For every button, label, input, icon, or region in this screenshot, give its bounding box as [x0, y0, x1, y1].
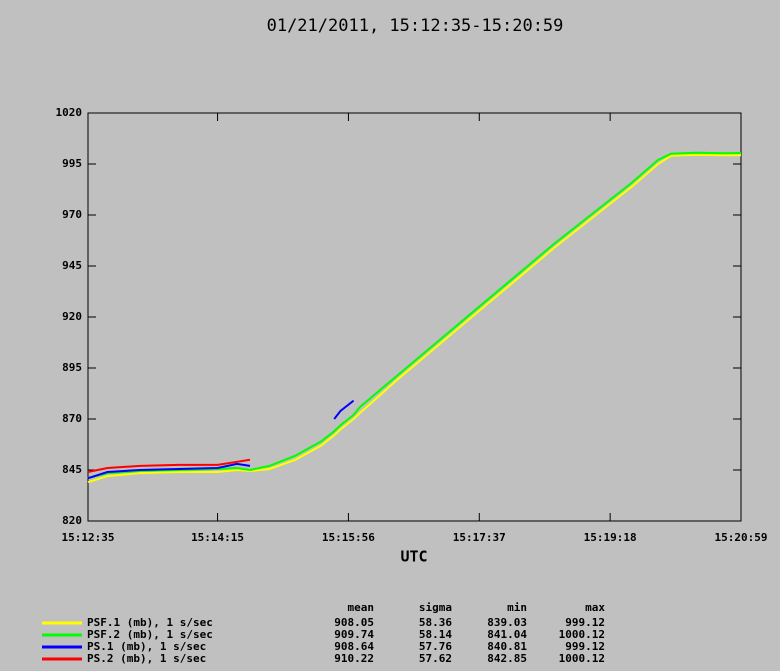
stats-cell: 999.12 — [565, 640, 605, 653]
y-tick-label: 820 — [62, 514, 82, 527]
stats-cell: 841.04 — [487, 628, 527, 641]
stats-cell: 1000.12 — [559, 652, 605, 665]
stats-cell: 58.36 — [419, 616, 452, 629]
stats-cell: 839.03 — [487, 616, 527, 629]
stats-cell: 908.05 — [334, 616, 374, 629]
y-tick-label: 970 — [62, 208, 82, 221]
legend-label: PS.1 (mb), 1 s/sec — [87, 640, 206, 653]
x-tick-label: 15:15:56 — [322, 531, 375, 544]
x-tick-label: 15:20:59 — [715, 531, 768, 544]
stats-cell: 57.62 — [419, 652, 452, 665]
stats-cell: 58.14 — [419, 628, 452, 641]
y-tick-label: 1020 — [56, 106, 83, 119]
stats-header: sigma — [419, 601, 452, 614]
legend-label: PS.2 (mb), 1 s/sec — [87, 652, 206, 665]
y-tick-label: 920 — [62, 310, 82, 323]
y-tick-label: 845 — [62, 463, 82, 476]
legend-label: PSF.1 (mb), 1 s/sec — [87, 616, 213, 629]
series-line — [87, 153, 741, 484]
stats-cell: 842.85 — [487, 652, 527, 665]
x-tick-label: 15:12:35 — [62, 531, 115, 544]
legend-label: PSF.2 (mb), 1 s/sec — [87, 628, 213, 641]
stats-cell: 1000.12 — [559, 628, 605, 641]
stats-cell: 999.12 — [565, 616, 605, 629]
y-tick-label: 895 — [62, 361, 82, 374]
series-line — [87, 151, 742, 480]
x-tick-label: 15:17:37 — [453, 531, 506, 544]
stats-cell: 909.74 — [334, 628, 374, 641]
stats-cell: 910.22 — [334, 652, 374, 665]
series-line — [87, 399, 355, 480]
stats-header: max — [585, 601, 605, 614]
y-tick-label: 870 — [62, 412, 82, 425]
chart-title: 01/21/2011, 15:12:35-15:20:59 — [267, 16, 564, 36]
x-tick-label: 15:14:15 — [191, 531, 244, 544]
stats-cell: 57.76 — [419, 640, 452, 653]
stats-header: mean — [348, 601, 375, 614]
y-tick-label: 945 — [62, 259, 82, 272]
x-tick-label: 15:19:18 — [584, 531, 637, 544]
stats-header: min — [507, 601, 527, 614]
stats-cell: 908.64 — [334, 640, 374, 653]
stats-cell: 840.81 — [487, 640, 527, 653]
x-axis-label: UTC — [400, 548, 427, 566]
series-line — [87, 458, 251, 473]
y-tick-label: 995 — [62, 157, 82, 170]
